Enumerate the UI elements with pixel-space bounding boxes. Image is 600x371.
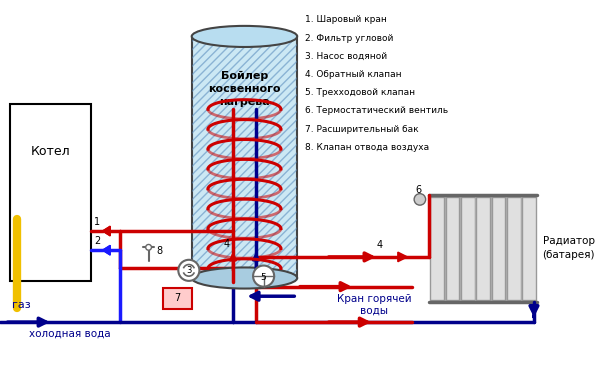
Text: 3. Насос водяной: 3. Насос водяной: [305, 52, 387, 61]
Ellipse shape: [192, 26, 297, 47]
Text: холодная вода: холодная вода: [29, 329, 110, 339]
Text: 2. Фильтр угловой: 2. Фильтр угловой: [305, 33, 393, 43]
Text: 2: 2: [94, 236, 100, 246]
FancyBboxPatch shape: [446, 197, 459, 300]
Text: Радиатор
(батарея): Радиатор (батарея): [542, 236, 595, 260]
FancyBboxPatch shape: [523, 197, 536, 300]
Text: 4: 4: [377, 240, 383, 250]
Circle shape: [414, 194, 425, 205]
Circle shape: [146, 244, 151, 250]
Text: 4: 4: [223, 239, 229, 249]
Polygon shape: [103, 245, 110, 255]
Text: 8. Клапан отвода воздуха: 8. Клапан отвода воздуха: [305, 143, 429, 152]
Circle shape: [253, 266, 274, 287]
Polygon shape: [103, 226, 110, 236]
Text: 5: 5: [261, 273, 266, 282]
FancyBboxPatch shape: [430, 197, 444, 300]
Text: газ: газ: [11, 300, 30, 310]
Text: 8: 8: [156, 246, 163, 256]
Text: 5. Трехходовой клапан: 5. Трехходовой клапан: [305, 88, 415, 97]
FancyBboxPatch shape: [476, 197, 490, 300]
Ellipse shape: [192, 267, 297, 289]
Polygon shape: [103, 245, 110, 255]
Text: Кран горячей
воды: Кран горячей воды: [337, 294, 411, 316]
Text: 4. Обратный клапан: 4. Обратный клапан: [305, 70, 401, 79]
Text: 1: 1: [94, 217, 100, 227]
Text: Бойлер
косвенного
нагрева: Бойлер косвенного нагрева: [208, 71, 281, 108]
Text: 6. Термостатический вентиль: 6. Термостатический вентиль: [305, 106, 448, 115]
Bar: [192, 36, 297, 278]
Circle shape: [178, 260, 199, 281]
FancyBboxPatch shape: [492, 197, 505, 300]
Text: 6: 6: [415, 185, 421, 195]
Text: 7: 7: [174, 293, 181, 303]
FancyBboxPatch shape: [461, 197, 475, 300]
Bar: [10, 104, 91, 281]
Text: 3: 3: [186, 266, 191, 275]
Bar: [163, 288, 192, 309]
Text: Котел: Котел: [31, 145, 70, 158]
Polygon shape: [398, 252, 407, 262]
Polygon shape: [103, 226, 110, 236]
Text: 7. Расширительный бак: 7. Расширительный бак: [305, 125, 418, 134]
FancyBboxPatch shape: [507, 197, 521, 300]
Bar: [192, 36, 297, 278]
Text: 1. Шаровый кран: 1. Шаровый кран: [305, 15, 387, 24]
